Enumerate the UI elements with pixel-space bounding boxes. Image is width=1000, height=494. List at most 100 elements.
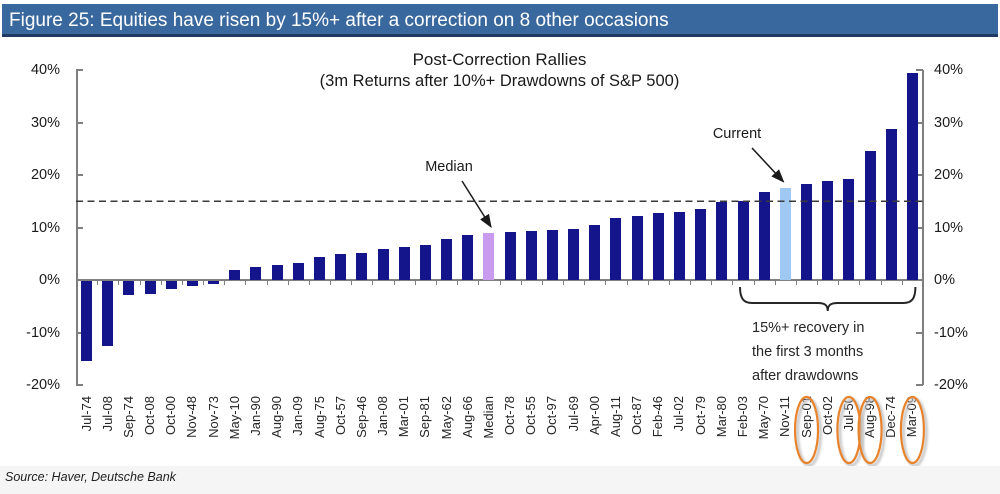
bar-Sep-81 [419, 245, 431, 280]
y-axis-right [922, 70, 924, 385]
bar-Feb-03 [737, 201, 749, 280]
x-axis-label-Apr-00: Apr-00 [586, 396, 602, 436]
baseline-tick [690, 281, 692, 285]
x-axis-label-Oct-78: Oct-78 [502, 396, 518, 436]
y-axis-tick-right [916, 121, 923, 124]
baseline-tick [181, 281, 183, 285]
footer-strip: Source: Haver, Deutsche Bank [0, 466, 1000, 494]
bracket-note: 15%+ recovery in the first 3 months afte… [752, 316, 864, 388]
baseline-tick [838, 281, 840, 285]
y-axis-label-right: -10% [934, 324, 968, 341]
baseline-tick [923, 281, 924, 285]
x-axis-label-Nov-11: Nov-11 [777, 396, 793, 437]
bar-Dec-74 [885, 128, 897, 280]
x-axis-label-Oct-79: Oct-79 [692, 396, 708, 436]
y-axis-label-left: 20% [30, 167, 60, 183]
baseline-tick [859, 281, 861, 285]
y-axis-label-left: 0% [39, 272, 60, 288]
x-axis-label-Oct-02: Oct-02 [819, 396, 835, 436]
y-axis-tick-left [76, 384, 83, 386]
bar-Mar-09 [906, 73, 918, 280]
baseline-tick [584, 281, 586, 285]
chart-title: Post-Correction Rallies [412, 50, 587, 69]
y-axis-label-right: 0% [934, 272, 955, 288]
bar-Jul-50 [843, 178, 855, 280]
bar-Jul-74 [81, 281, 93, 362]
bracket-note-line: 15%+ recovery in [752, 320, 865, 336]
bar-Aug-98 [864, 150, 876, 280]
x-axis-label-Aug-98: Aug-98 [862, 396, 878, 438]
bracket-note-line: the first 3 months [752, 344, 864, 360]
baseline-tick [414, 281, 416, 285]
baseline-tick [245, 281, 247, 285]
x-axis-label-Nov-48: Nov-48 [184, 396, 200, 438]
baseline-tick [308, 281, 310, 285]
bar-Apr-00 [589, 224, 601, 280]
x-axis-label-Dec-74: Dec-74 [883, 396, 899, 438]
x-axis-label-Jul-50: Jul-50 [840, 396, 856, 432]
baseline-tick [753, 281, 755, 285]
baseline-tick [372, 281, 374, 285]
baseline-tick [668, 281, 670, 285]
bar-Aug-66 [462, 234, 474, 280]
bar-May-70 [758, 191, 770, 280]
baseline-tick [287, 281, 289, 285]
baseline-tick [97, 281, 99, 285]
y-axis-label-right: 40% [934, 62, 964, 78]
baseline-tick [774, 281, 776, 285]
x-axis-label-Oct-55: Oct-55 [523, 396, 539, 436]
chart-subtitle: (3m Returns after 10%+ Drawdowns of S&P … [319, 72, 680, 90]
median-annotation-label: Median [425, 159, 473, 175]
y-axis-tick-left [76, 174, 83, 176]
x-axis-label-Median: Median [480, 396, 496, 439]
y-axis-label-left: 30% [30, 114, 60, 131]
baseline-tick [647, 281, 649, 285]
bar-Mar-01 [398, 247, 410, 280]
y-axis-tick-left [76, 331, 83, 334]
y-axis-label-left: 40% [30, 62, 60, 78]
bar-Jan-09 [292, 262, 304, 280]
bar-May-10 [229, 270, 241, 280]
baseline-tick [880, 281, 882, 285]
y-axis-tick-right [916, 279, 923, 281]
bar-Sep-74 [123, 281, 135, 295]
baseline-tick [393, 281, 395, 285]
bar-Oct-79 [695, 209, 707, 280]
y-axis-tick-right [916, 69, 923, 71]
bar-Sep-01 [801, 183, 813, 280]
bar-Mar-80 [716, 201, 728, 280]
y-axis-label-right: 20% [934, 167, 964, 183]
x-axis-label-Feb-03: Feb-03 [735, 396, 750, 438]
x-axis-label-May-70: May-70 [756, 396, 772, 440]
baseline-tick [224, 281, 226, 285]
x-axis-label-Jul-08: Jul-08 [99, 396, 115, 432]
x-axis-label-Jul-74: Jul-74 [78, 396, 94, 432]
x-axis-label-Jan-08: Jan-08 [375, 396, 391, 436]
x-axis-label-Aug-75: Aug-75 [311, 396, 327, 438]
bar-Median [483, 232, 495, 280]
x-axis-label-Oct-87: Oct-87 [629, 396, 645, 436]
baseline-tick [435, 281, 437, 285]
y-axis-tick-right [916, 174, 923, 176]
bar-Aug-75 [314, 256, 325, 280]
baseline-tick [901, 281, 903, 285]
x-axis-label-Aug-66: Aug-66 [459, 396, 475, 438]
current-annotation-label: Current [712, 126, 762, 142]
y-axis-tick-left [76, 279, 83, 281]
x-axis-label-Oct-97: Oct-97 [544, 396, 560, 436]
x-axis-label-Aug-90: Aug-90 [269, 396, 285, 438]
x-axis-label-Mar-80: Mar-80 [713, 396, 729, 438]
y-axis-label-right: 30% [934, 114, 964, 131]
source-note: Source: Haver, Deutsche Bank [5, 470, 176, 484]
y-axis-tick-right [916, 384, 923, 386]
bar-Jan-90 [250, 267, 262, 280]
x-axis-label-Jul-02: Jul-02 [671, 396, 687, 432]
bar-Oct-00 [165, 281, 177, 290]
baseline-tick [795, 281, 797, 285]
bar-Nov-73 [208, 281, 220, 284]
bar-May-62 [441, 239, 453, 280]
bar-Jul-69 [568, 228, 580, 280]
baseline-tick [541, 281, 543, 285]
